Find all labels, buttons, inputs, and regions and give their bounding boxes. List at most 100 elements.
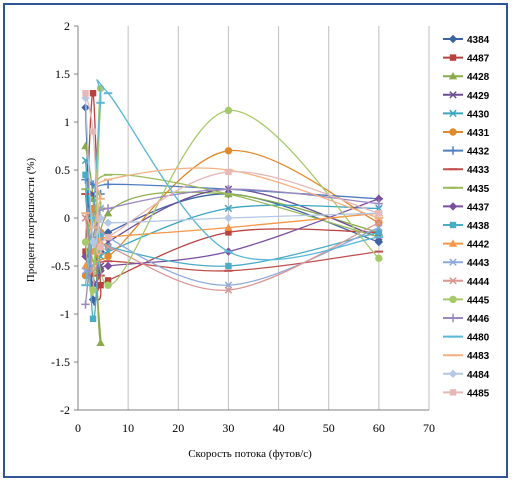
data-point bbox=[88, 237, 98, 247]
series-4485 bbox=[82, 90, 383, 256]
x-tick-label: 50 bbox=[323, 421, 335, 435]
data-point bbox=[81, 300, 90, 309]
data-point bbox=[375, 254, 383, 263]
legend-label: 4445 bbox=[467, 295, 490, 306]
legend-label: 4443 bbox=[467, 258, 490, 269]
data-point bbox=[97, 243, 104, 250]
x-tick-label: 70 bbox=[423, 421, 435, 435]
series-4480 bbox=[81, 79, 384, 287]
data-point bbox=[89, 128, 97, 135]
legend-item: 4483 bbox=[443, 351, 490, 362]
data-point bbox=[82, 171, 89, 178]
legend-item: 4484 bbox=[443, 369, 490, 381]
legend-label: 4437 bbox=[467, 202, 490, 213]
legend-label: 4444 bbox=[467, 277, 490, 288]
series-group bbox=[81, 79, 384, 346]
data-point bbox=[96, 338, 105, 346]
legend-item: 4435 bbox=[443, 184, 490, 195]
legend-item: 4437 bbox=[443, 202, 490, 213]
legend-label: 4432 bbox=[467, 147, 490, 158]
data-point bbox=[224, 286, 233, 294]
data-point bbox=[224, 223, 233, 231]
legend-marker bbox=[449, 109, 457, 118]
data-point bbox=[104, 243, 112, 251]
x-tick-label: 0 bbox=[75, 421, 81, 435]
legend-marker bbox=[448, 72, 458, 80]
legend-label: 4428 bbox=[467, 72, 490, 83]
data-point bbox=[374, 237, 384, 247]
data-point bbox=[224, 185, 233, 194]
legend-item: 4480 bbox=[443, 333, 490, 344]
legend-label: 4384 bbox=[467, 35, 490, 46]
x-tick-label: 20 bbox=[172, 421, 184, 435]
y-tick-label: -0.5 bbox=[51, 259, 70, 273]
series-4445 bbox=[81, 84, 383, 297]
x-axis-label: Скорость потока (футов/с) bbox=[188, 448, 312, 460]
legend-item: 4431 bbox=[443, 128, 490, 139]
legend-item: 4430 bbox=[443, 109, 490, 120]
legend-marker bbox=[449, 258, 457, 266]
legend-label: 4485 bbox=[467, 388, 490, 399]
data-point bbox=[103, 180, 113, 189]
y-tick-label: -1.5 bbox=[51, 355, 70, 369]
data-point bbox=[81, 238, 90, 246]
legend: 4384 4487 4428 4429 4430 4431 4432 4433 4435 4437… bbox=[443, 34, 490, 399]
legend-label: 4446 bbox=[467, 314, 490, 325]
y-tick-label: -2 bbox=[60, 403, 70, 417]
gridlines bbox=[127, 26, 430, 410]
data-point bbox=[224, 147, 233, 155]
data-point bbox=[104, 234, 112, 241]
legend-label: 4484 bbox=[467, 370, 490, 381]
legend-item: 4433 bbox=[443, 165, 490, 176]
y-tick-label: 0 bbox=[64, 211, 70, 225]
data-point bbox=[224, 106, 233, 115]
legend-item: 4445 bbox=[443, 295, 490, 306]
data-point bbox=[224, 204, 233, 213]
legend-marker bbox=[448, 202, 458, 211]
data-point bbox=[375, 219, 383, 227]
data-point bbox=[81, 141, 90, 150]
x-tick-label: 60 bbox=[373, 421, 385, 435]
data-point bbox=[225, 168, 232, 176]
series-line bbox=[84, 92, 379, 301]
legend-label: 4429 bbox=[467, 91, 490, 102]
legend-item: 4487 bbox=[443, 54, 490, 65]
series-4444 bbox=[81, 214, 383, 294]
legend-label: 4438 bbox=[467, 221, 490, 232]
data-point bbox=[103, 218, 113, 227]
data-point bbox=[374, 194, 384, 203]
data-point bbox=[82, 248, 89, 255]
data-point bbox=[88, 194, 98, 202]
legend-label: 4433 bbox=[467, 165, 490, 176]
legend-marker bbox=[449, 128, 457, 136]
legend-marker bbox=[448, 239, 458, 247]
x-tick-label: 30 bbox=[222, 421, 234, 435]
data-point bbox=[89, 286, 97, 294]
legend-marker bbox=[449, 54, 457, 61]
series-4437 bbox=[81, 194, 384, 290]
series-line bbox=[84, 87, 380, 297]
legend-label: 4435 bbox=[467, 184, 490, 195]
legend-label: 4442 bbox=[467, 240, 490, 251]
data-point bbox=[97, 234, 104, 241]
legend-label: 4480 bbox=[467, 333, 490, 344]
legend-label: 4430 bbox=[467, 109, 490, 120]
x-tick-label: 40 bbox=[273, 421, 285, 435]
legend-item: 4428 bbox=[443, 72, 490, 83]
data-point bbox=[103, 209, 113, 217]
data-point bbox=[104, 277, 112, 284]
legend-label: 4487 bbox=[467, 54, 490, 65]
legend-marker bbox=[449, 277, 457, 285]
series-4431 bbox=[81, 147, 383, 280]
legend-marker bbox=[449, 221, 457, 229]
data-point bbox=[225, 262, 232, 270]
series-4430 bbox=[81, 156, 383, 261]
legend-marker bbox=[448, 369, 458, 378]
axes bbox=[74, 25, 429, 411]
data-point bbox=[103, 204, 113, 213]
legend-item: 4446 bbox=[443, 313, 490, 325]
data-point bbox=[375, 210, 383, 217]
tick-labels: 0 10 20 30 40 50 60 70 2 1.5 1 0.5 0 -0.5 -1 -1.5 -2 bbox=[51, 19, 435, 435]
data-point bbox=[224, 213, 233, 223]
y-tick-label: -1 bbox=[60, 307, 70, 321]
